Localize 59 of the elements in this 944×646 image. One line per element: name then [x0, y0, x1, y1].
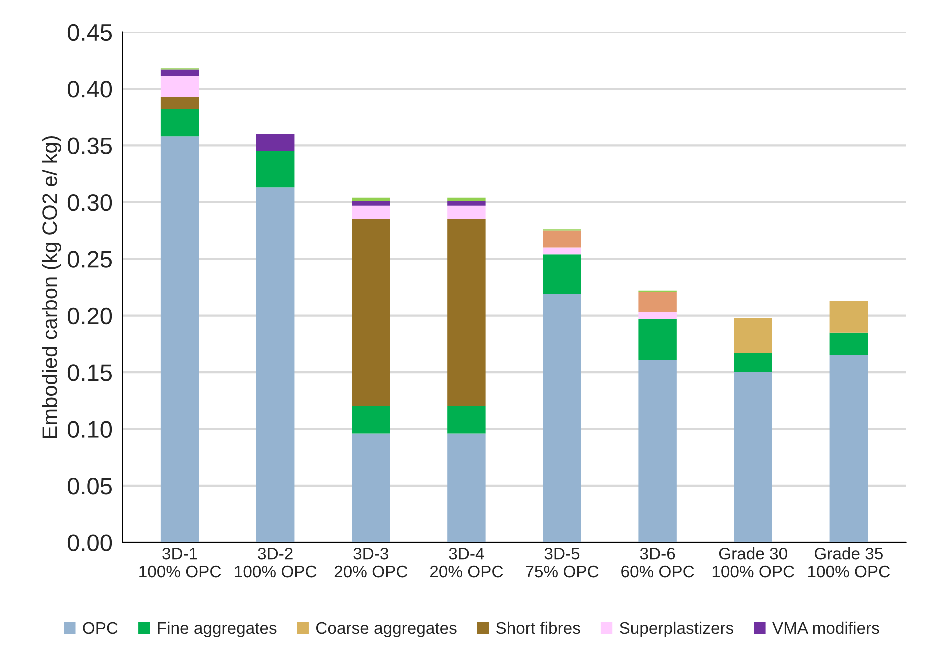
bar	[543, 294, 582, 543]
y-tick-label: 0.45	[68, 24, 112, 42]
bar	[543, 248, 582, 255]
bar	[638, 292, 677, 312]
bar	[352, 198, 390, 202]
bar	[638, 312, 677, 320]
bar	[352, 434, 390, 543]
bar	[256, 134, 295, 152]
bar	[638, 319, 677, 360]
y-tick-label: 0.40	[68, 81, 112, 98]
x-tick-label: Grade 30 100% OPC	[712, 548, 794, 578]
bar	[734, 353, 772, 373]
legend-label: Fine aggregates	[158, 622, 277, 638]
x-tick-label: 3D-1 100% OPC	[140, 548, 222, 578]
bar	[448, 198, 486, 202]
bar	[352, 219, 390, 407]
legend-label: Short fibres	[496, 622, 580, 634]
y-tick-label: 0.30	[68, 194, 112, 212]
y-tick-label: 0.10	[68, 421, 112, 438]
y-tick-label: 0.25	[68, 251, 112, 268]
bar	[352, 406, 390, 434]
bar	[448, 434, 486, 543]
bar	[448, 206, 486, 220]
bar	[160, 109, 200, 137]
legend-label: Coarse aggregates	[316, 622, 457, 638]
x-tick-label: 3D-3 20% OPC	[334, 548, 408, 578]
bar	[734, 372, 772, 543]
x-tick-label: 3D-4 20% OPC	[430, 548, 504, 578]
bar	[448, 201, 486, 206]
y-tick-label: 0.20	[68, 308, 112, 325]
bar	[160, 96, 200, 110]
x-tick-label: 3D-5 75% OPC	[526, 548, 599, 578]
bar	[638, 360, 677, 543]
bar	[160, 70, 200, 77]
bar	[352, 201, 390, 206]
bar	[448, 219, 486, 407]
bar	[734, 318, 772, 354]
x-tick-label: 3D-2 100% OPC	[235, 548, 317, 578]
bar	[543, 230, 582, 248]
bar	[256, 151, 295, 188]
y-tick-label: 0.35	[68, 138, 112, 154]
y-axis-title: Embodied carbon (kg CO2 e/ kg)	[42, 136, 62, 438]
y-tick-label: 0.15	[68, 364, 112, 382]
legend-label: Superplastizers	[620, 622, 734, 638]
x-tick-label: 3D-6 60% OPC	[622, 548, 694, 578]
bar	[830, 332, 868, 356]
bar	[256, 188, 295, 543]
y-tick-label: 0.00	[68, 534, 112, 552]
bar	[160, 136, 200, 543]
bar	[448, 406, 486, 434]
bar	[830, 356, 868, 543]
bar	[543, 254, 582, 294]
legend-label: VMA modifiers	[772, 622, 880, 634]
legend-label: OPC	[83, 622, 118, 634]
bar	[830, 301, 868, 333]
bar	[160, 76, 200, 97]
bar	[352, 206, 390, 220]
y-tick-label: 0.05	[68, 478, 112, 495]
x-tick-label: Grade 35 100% OPC	[808, 548, 890, 578]
